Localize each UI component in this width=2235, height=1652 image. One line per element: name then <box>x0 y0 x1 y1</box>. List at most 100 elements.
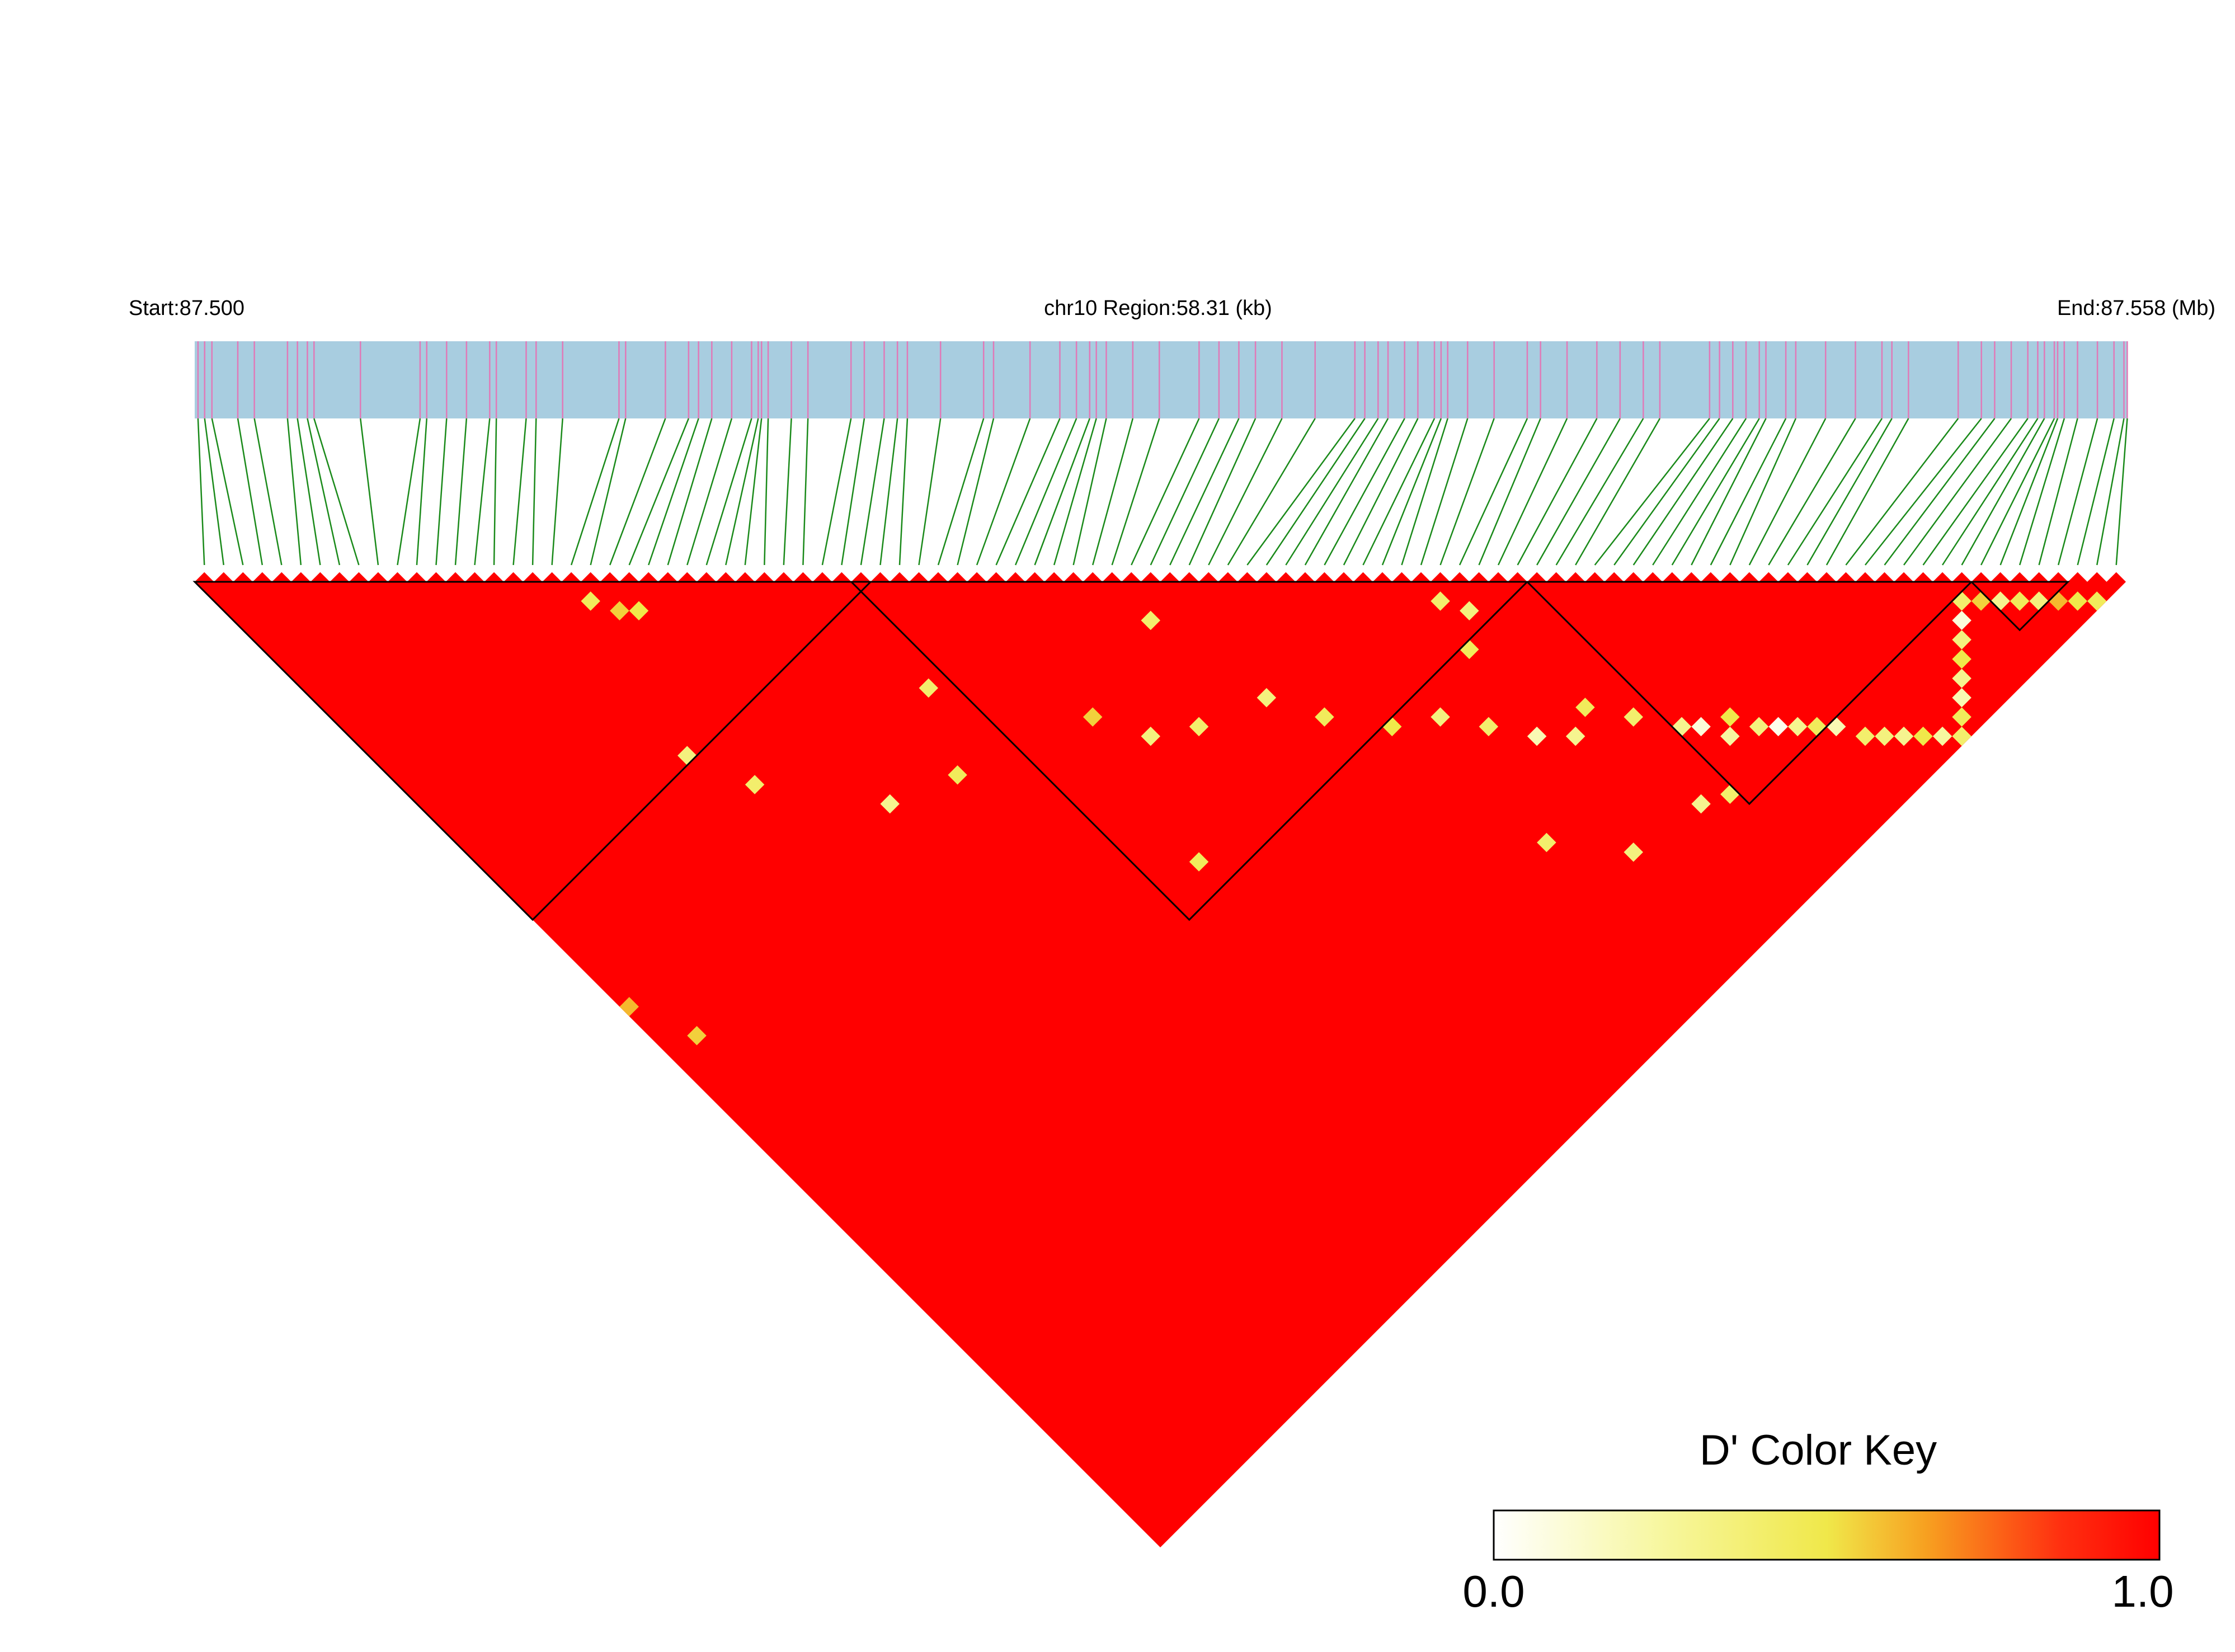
diagonal-cell <box>504 572 523 582</box>
snp-connector <box>898 418 909 566</box>
snp-connector <box>841 418 865 566</box>
snp-connector <box>1632 418 1734 566</box>
diagonal-cell <box>2048 572 2068 582</box>
diagonal-cell <box>871 572 890 582</box>
diagonal-cell <box>1662 572 1682 582</box>
snp-connector <box>253 418 283 566</box>
snp-connector <box>1845 418 1959 566</box>
diagonal-cell <box>2087 572 2107 582</box>
diagonal-cell <box>909 572 929 582</box>
snp-connector <box>1401 418 1448 566</box>
snp-connector <box>802 418 809 566</box>
ld-cell <box>1932 726 1952 746</box>
ld-cell <box>948 765 967 785</box>
snp-connector <box>648 418 699 566</box>
snp-connector <box>1072 418 1107 566</box>
ld-cell <box>1315 707 1334 727</box>
diagonal-cell <box>272 572 291 582</box>
ld-cell <box>1720 726 1740 746</box>
snp-connector <box>1208 418 1283 566</box>
ld-cell <box>2029 591 2049 611</box>
snp-connector <box>860 418 885 566</box>
diagonal-cell <box>890 572 910 582</box>
snp-connector <box>313 418 360 566</box>
snp-connector <box>686 418 733 566</box>
snp-connector-lines <box>197 418 2128 566</box>
snp-connector <box>1884 418 1996 566</box>
diagonal-cell <box>1121 572 1141 582</box>
diagonal-cell <box>967 572 987 582</box>
diagonal-cell <box>1257 572 1277 582</box>
diagonal-cell <box>1991 572 2010 582</box>
diagonal-cell <box>697 572 717 582</box>
snp-connector <box>1381 418 1442 566</box>
snp-connector <box>2057 418 2098 566</box>
diagonal-cell <box>195 572 214 582</box>
diagonal-cell <box>677 572 697 582</box>
diagonal-cell <box>1411 572 1431 582</box>
snp-marks <box>197 341 2128 418</box>
snp-connector <box>1729 418 1797 566</box>
diagonal-cell <box>1759 572 1778 582</box>
diagonal-cell <box>368 572 388 582</box>
snp-connector <box>474 418 491 566</box>
diagonal-cell <box>1720 572 1740 582</box>
diagonal-cell <box>214 572 234 582</box>
diagonal-cell <box>1798 572 1817 582</box>
diagonal-cell <box>1218 572 1238 582</box>
snp-connector <box>764 418 769 566</box>
ld-cell <box>880 794 900 814</box>
diagonal-cell <box>1353 572 1373 582</box>
ld-cell <box>1382 717 1402 737</box>
snp-connector <box>667 418 713 566</box>
diagonal-cell <box>445 572 465 582</box>
snp-connector <box>1768 418 1856 566</box>
diagonal-cell <box>716 572 736 582</box>
snp-connector <box>1942 418 2039 566</box>
snp-connector <box>2115 418 2128 566</box>
ld-block-outline <box>1969 581 2071 632</box>
snp-connector <box>1343 418 1419 566</box>
diagonal-cell <box>388 572 407 582</box>
ld-cell <box>2068 591 2087 611</box>
snp-connector <box>416 418 428 566</box>
diagonal-cell <box>1817 572 1837 582</box>
snp-connector <box>570 418 620 566</box>
diagonal-cell <box>1855 572 1875 582</box>
ld-cell <box>1460 601 1479 621</box>
ld-cell <box>610 601 629 621</box>
snp-connector <box>1111 418 1160 566</box>
diagonal-cell <box>310 572 330 582</box>
ld-cell <box>1855 726 1875 746</box>
diagonal-cell <box>1604 572 1624 582</box>
diagonal-cell <box>349 572 369 582</box>
snp-connector <box>307 418 341 566</box>
snp-connector <box>1091 418 1134 566</box>
diagonal-cell <box>851 572 871 582</box>
snp-connector <box>821 418 852 566</box>
ld-block-outline <box>849 581 1530 921</box>
diagonal-cell <box>1141 572 1160 582</box>
snp-connector <box>1420 418 1469 566</box>
ld-cell <box>619 997 639 1016</box>
snp-connector <box>1265 418 1366 566</box>
snp-connector <box>360 418 379 566</box>
color-key-title: D' Color Key <box>1700 1427 1937 1474</box>
snp-connector <box>879 418 898 566</box>
ld-cell <box>581 591 600 611</box>
ld-cell <box>1189 852 1209 872</box>
diagonal-cell <box>484 572 504 582</box>
snp-connector <box>237 418 264 566</box>
diagonal-cell <box>465 572 484 582</box>
snp-connector <box>1825 418 1909 566</box>
snp-connector <box>1922 418 2029 566</box>
snp-connector <box>957 418 995 566</box>
snp-connector <box>590 418 627 566</box>
snp-connector <box>1285 418 1379 566</box>
snp-connector <box>1613 418 1720 566</box>
snp-connector <box>1903 418 2012 566</box>
diagonal-cell <box>2010 572 2030 582</box>
diagonal-cell <box>1565 572 1585 582</box>
color-key-bar <box>1493 1509 2161 1561</box>
